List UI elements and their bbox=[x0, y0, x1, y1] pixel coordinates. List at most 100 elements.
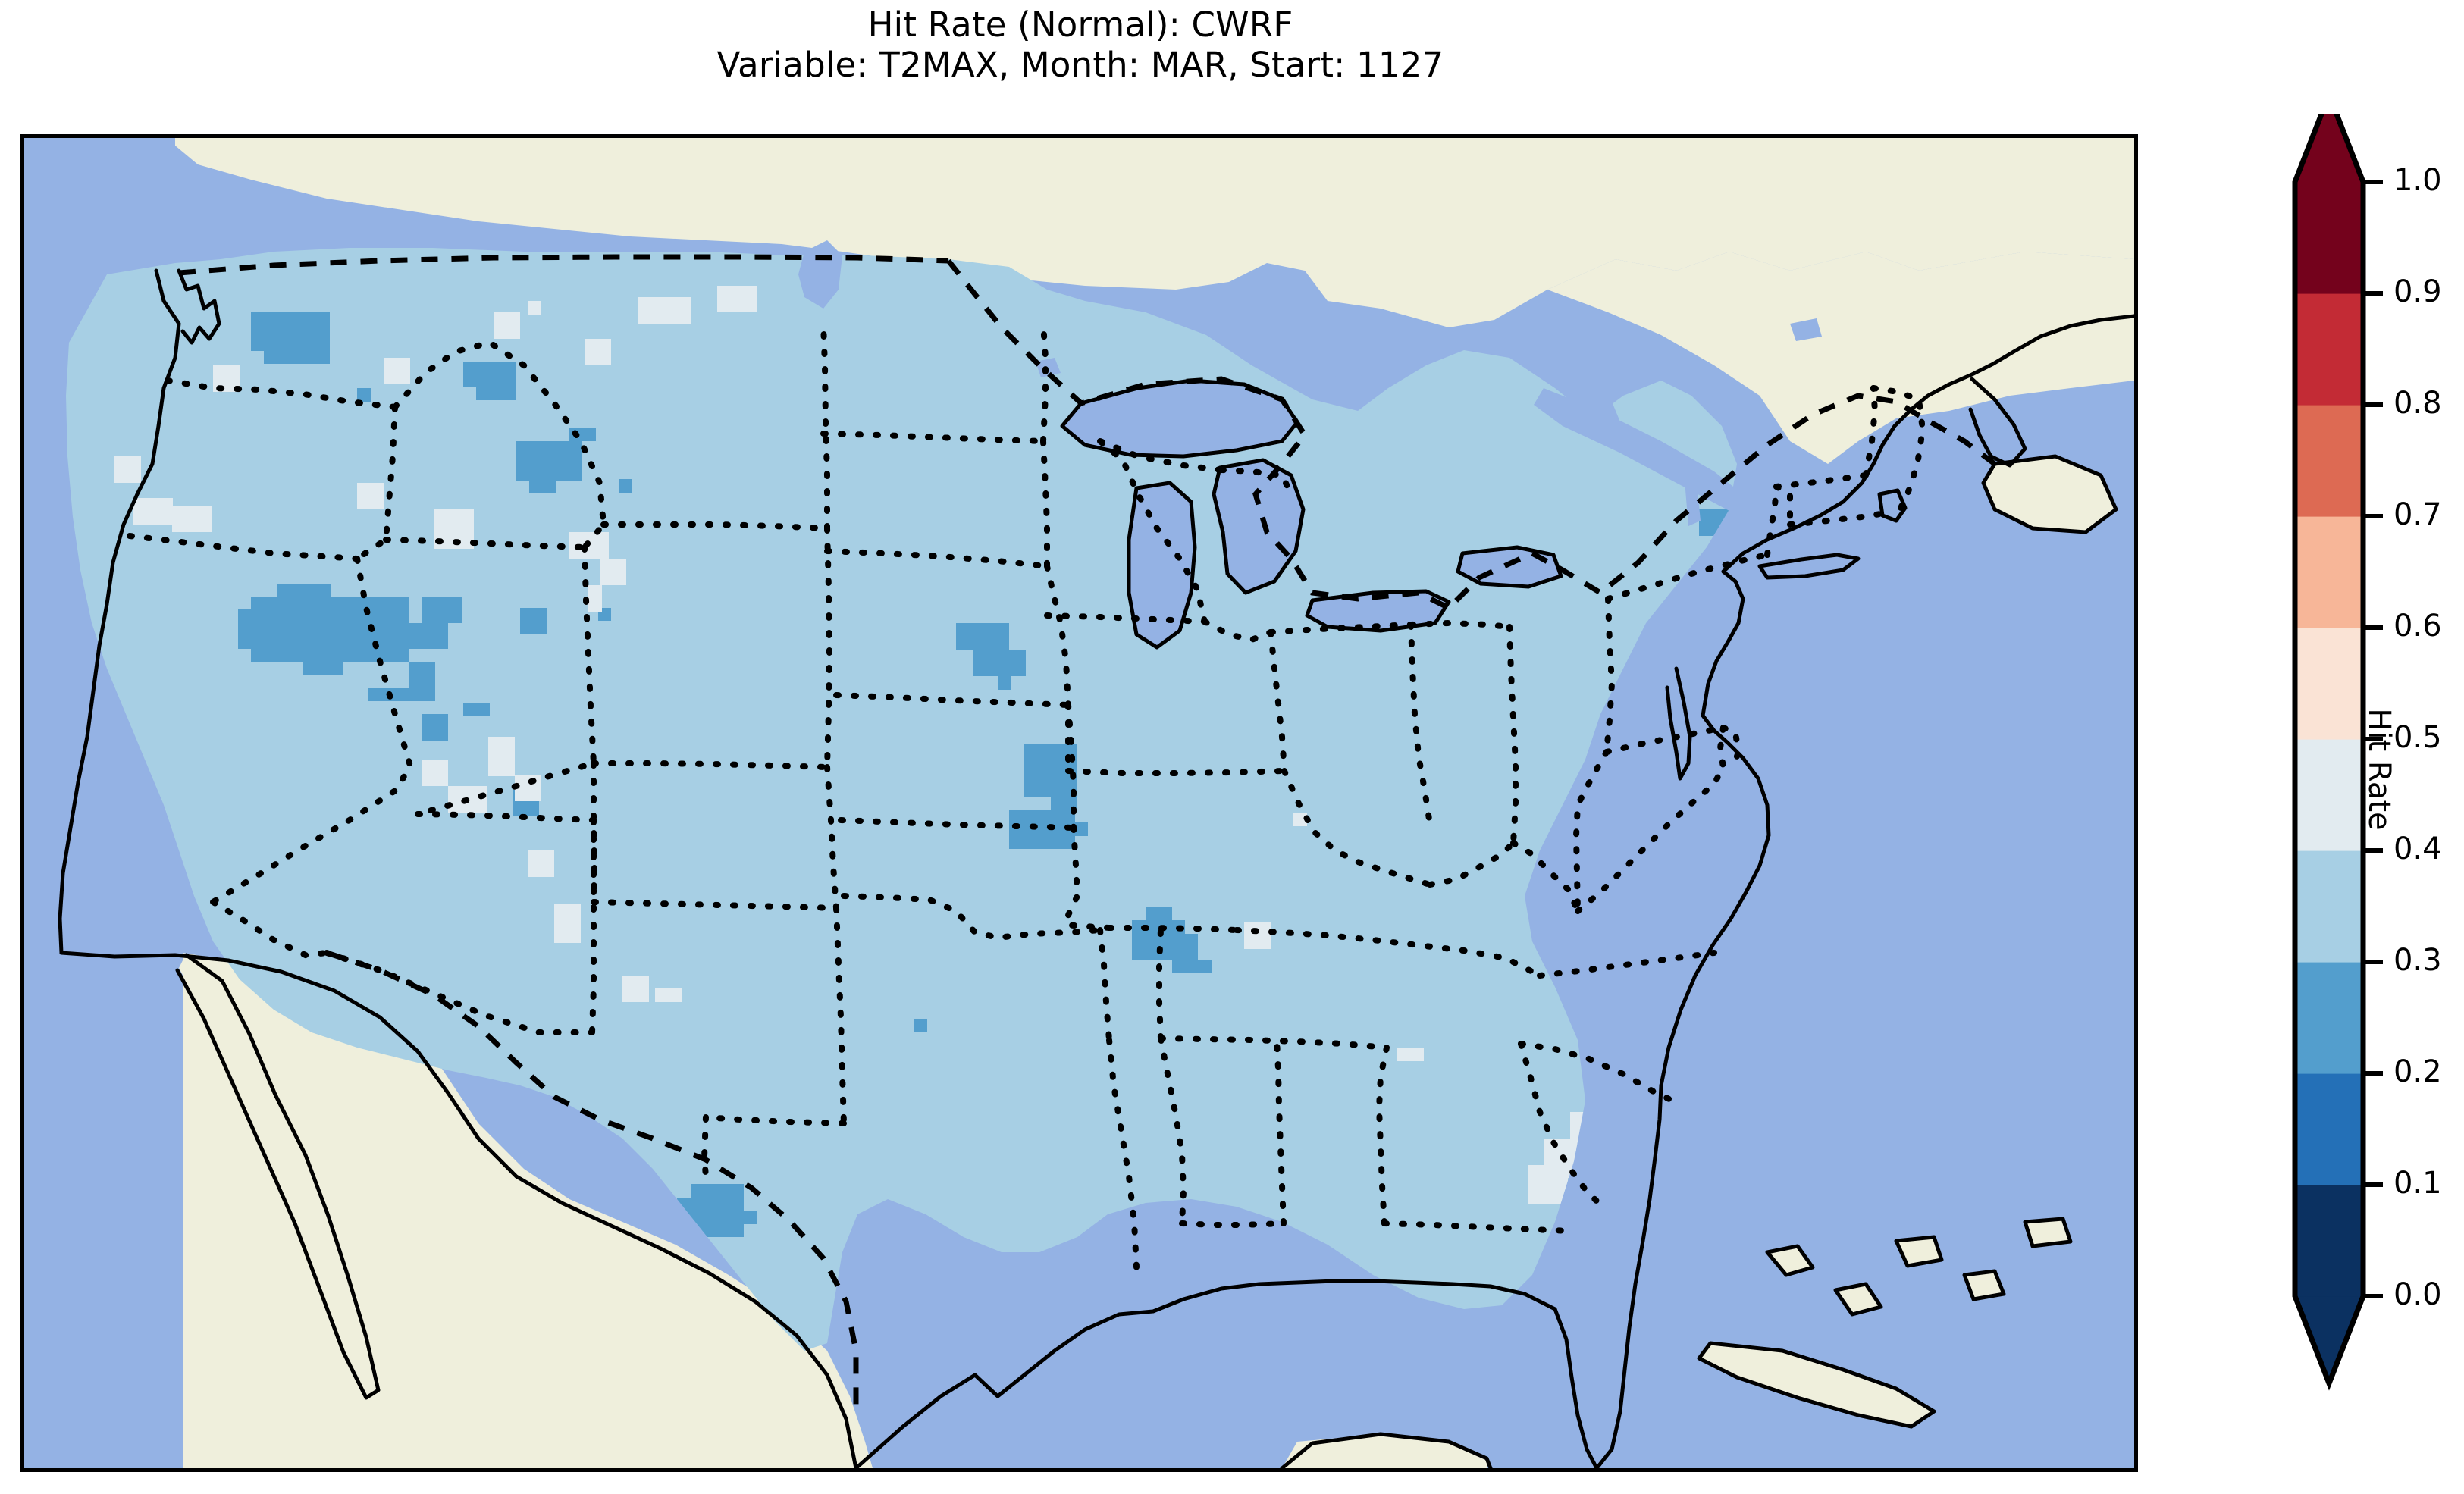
lake-erie-outline bbox=[1305, 589, 1451, 633]
coast-baja bbox=[175, 953, 381, 1400]
coastline-layer bbox=[58, 268, 2134, 1468]
state-border-ne-ia bbox=[1044, 563, 1071, 708]
state-border-nm-mx bbox=[701, 1114, 709, 1179]
nova-scotia bbox=[1983, 456, 2116, 532]
state-border-co-nm bbox=[591, 899, 839, 911]
lake-huron-outline bbox=[1212, 458, 1306, 595]
yucatan-outline bbox=[1280, 1432, 1493, 1468]
coast-gulf bbox=[854, 1279, 1557, 1468]
colorbar-tick-label-0.6: 0.6 bbox=[2393, 609, 2442, 644]
bahamas-outline-2 bbox=[1833, 1282, 1883, 1317]
state-border-ar-mo bbox=[1106, 925, 1240, 933]
colorbar-swatches[interactable] bbox=[2263, 114, 2464, 1425]
state-border-mt-wy bbox=[600, 521, 830, 531]
coast-chesapeake bbox=[1701, 569, 1745, 718]
border-us-canada-east bbox=[946, 258, 1997, 612]
coast-puget-sound bbox=[177, 268, 221, 345]
state-border-co-east bbox=[824, 764, 839, 911]
lake-superior bbox=[1062, 381, 1297, 456]
colorbar-band-0.2-0.3 bbox=[2295, 962, 2363, 1074]
colorbar-band-0.6-0.7 bbox=[2295, 516, 2363, 628]
state-border-tn-south bbox=[1158, 1035, 1390, 1051]
lake-michigan bbox=[1129, 483, 1195, 647]
state-border-id-west bbox=[354, 404, 398, 562]
cuba-outline bbox=[1697, 1341, 1936, 1429]
coast-mexico-west bbox=[59, 951, 858, 1468]
figure-title: Hit Rate (Normal): CWRF Variable: T2MAX,… bbox=[0, 5, 2161, 85]
country-border-layer bbox=[178, 254, 1997, 1411]
colorbar-tick-label-0.2: 0.2 bbox=[2393, 1054, 2442, 1089]
state-border-layer bbox=[127, 321, 1926, 1270]
coast-northeast bbox=[1721, 349, 2016, 574]
border-us-canada-west bbox=[178, 254, 949, 276]
title-line-1: Hit Rate (Normal): CWRF bbox=[867, 5, 1293, 45]
state-border-wi-mi bbox=[1097, 438, 1224, 473]
state-border-ny-ct bbox=[1764, 484, 1779, 558]
lake-michigan-outline bbox=[1127, 481, 1197, 650]
state-border-mt-nd bbox=[820, 321, 830, 531]
colorbar-tick-label-0.8: 0.8 bbox=[2393, 386, 2442, 421]
state-border-ne-ks bbox=[833, 692, 1071, 708]
colorbar-band-0.3-0.4 bbox=[2295, 850, 2363, 963]
coast-southeast bbox=[1659, 713, 1771, 1088]
colorbar-tick-label-1.0: 1.0 bbox=[2393, 163, 2442, 198]
state-border-ma-ct bbox=[1787, 510, 1888, 528]
state-border-ny-ma bbox=[1773, 484, 1793, 528]
lake-huron bbox=[1214, 460, 1303, 593]
coast-florida bbox=[1553, 1083, 1663, 1468]
state-border-wa-or bbox=[165, 377, 398, 410]
state-border-oh-ky bbox=[1427, 840, 1516, 888]
bahamas-outline-1 bbox=[1765, 1244, 1815, 1277]
nova-scotia-outline bbox=[1981, 454, 2118, 534]
state-border-al-ms bbox=[1274, 1037, 1287, 1226]
long-island bbox=[1757, 553, 1861, 580]
state-border-nd-sd bbox=[820, 431, 1046, 444]
coast-canada-east bbox=[2011, 314, 2134, 354]
state-border-ar-tn bbox=[1156, 927, 1164, 1041]
state-border-ga-fl bbox=[1381, 1220, 1573, 1234]
colorbar-extend-max-arrow bbox=[2295, 114, 2363, 182]
state-border-va-nc bbox=[1537, 950, 1717, 979]
bahamas-4 bbox=[1964, 1271, 2004, 1299]
state-border-in-oh bbox=[1506, 624, 1519, 846]
colorbar-tick-label-0.1: 0.1 bbox=[2393, 1166, 2442, 1201]
state-border-az-nm bbox=[589, 817, 597, 1035]
state-border-sd-mn bbox=[1040, 438, 1050, 569]
border-us-mexico bbox=[325, 950, 859, 1411]
colorbar-extend-min-arrow bbox=[2295, 1296, 2363, 1383]
map-panel[interactable] bbox=[20, 134, 2138, 1472]
colorbar-band-0.9-1 bbox=[2295, 182, 2363, 294]
state-border-nm-tx bbox=[833, 905, 847, 1126]
state-border-ca-nv bbox=[210, 556, 414, 905]
state-border-ok-tx-east bbox=[1097, 927, 1112, 1043]
state-border-ia-il bbox=[1268, 629, 1287, 774]
state-border-ca-az bbox=[210, 899, 330, 959]
state-border-nm-tx-south bbox=[703, 1114, 847, 1126]
colorbar-tick-label-0.4: 0.4 bbox=[2393, 832, 2442, 866]
state-border-wy-east bbox=[824, 525, 833, 770]
colorbar[interactable]: 1.0 0.9 0.8 0.7 0.6 0.5 0.4 0.3 0.2 0.1 0.0 Hit Ra… bbox=[2263, 114, 2464, 1425]
state-border-nv-ut bbox=[415, 544, 597, 817]
state-border-il-in bbox=[1408, 622, 1433, 827]
colorbar-tick-label-0.0: 0.0 bbox=[2393, 1277, 2442, 1312]
lake-small-3 bbox=[1036, 358, 1061, 377]
colorbar-band-0.5-0.6 bbox=[2295, 628, 2363, 740]
colorbar-tick-label-0.9: 0.9 bbox=[2393, 274, 2442, 309]
state-border-mi-oh bbox=[1408, 619, 1513, 630]
lake-small-5 bbox=[1790, 318, 1822, 341]
state-border-nc-sc bbox=[1518, 1041, 1683, 1107]
bahamas-outline-4 bbox=[1962, 1269, 2006, 1301]
lake-small-1 bbox=[160, 164, 184, 185]
colorbar-band-group bbox=[2295, 114, 2363, 1383]
state-border-mn-wi bbox=[1097, 438, 1208, 625]
map-canvas[interactable] bbox=[24, 138, 2134, 1468]
state-border-wv-va bbox=[1575, 764, 1726, 914]
state-border-oh-wv bbox=[1572, 749, 1610, 914]
coast-west bbox=[58, 268, 181, 955]
chesapeake-bay bbox=[1665, 666, 1692, 781]
state-border-nh-me bbox=[1870, 385, 1926, 520]
lake-ontario-outline bbox=[1456, 545, 1563, 589]
state-border-vt-nh bbox=[1863, 385, 1879, 478]
state-border-wy-co bbox=[591, 760, 830, 770]
